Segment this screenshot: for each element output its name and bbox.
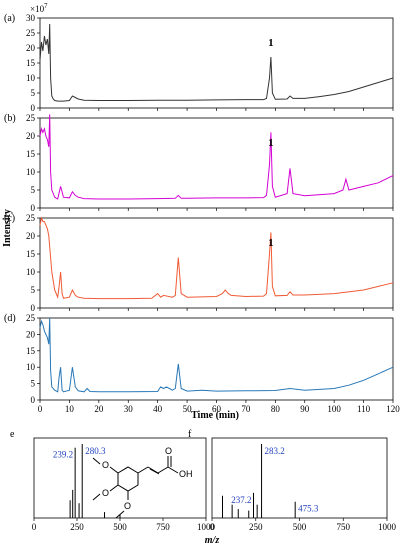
panel-label-a: (a): [4, 13, 15, 24]
y-tick-label: 15: [26, 149, 36, 159]
ms-panel-e: 0 250 500 750 1000 e 239.2 280.3: [10, 429, 216, 532]
y-exponent-label: ×10: [30, 4, 45, 14]
mz-annotation: 475.3: [298, 504, 319, 514]
x-tick-label: 40: [153, 404, 163, 414]
chemical-structure: O OH O O O: [92, 446, 193, 519]
x-axis-title-mz: m/z: [205, 535, 220, 546]
y-tick-label: 15: [26, 249, 36, 259]
y-tick-label: 5: [31, 285, 36, 295]
plot-frame: [39, 217, 394, 309]
benzene-ring: [117, 466, 139, 492]
y-tick-label: 20: [26, 43, 36, 53]
chromatogram-trace-b: [39, 114, 394, 200]
panel-label-d: (d): [4, 313, 16, 324]
x-tick-label: 1000: [197, 522, 216, 532]
chromatogram-a: 0 5 10 15 20 25 30 (a) ×10 7 1: [4, 2, 394, 113]
y-tick-label: 15: [26, 346, 36, 356]
x-tick-label: 0: [210, 522, 215, 532]
x-tick-label: 250: [70, 522, 84, 532]
hydroxyl-oh-label: OH: [179, 469, 193, 479]
mz-annotation: 237.2: [231, 495, 251, 505]
x-tick-label: 90: [300, 404, 310, 414]
x-tick-label: 100: [327, 404, 341, 414]
x-tick-label: 0: [32, 522, 37, 532]
chromatogram-c: 0 5 10 15 20 25 (c) 1: [4, 213, 394, 313]
mz-annotation: 239.2: [53, 450, 73, 460]
y-tick-label: 20: [26, 231, 36, 241]
y-tick-label: 5: [31, 185, 36, 195]
y-tick-label: 0: [31, 103, 36, 113]
y-tick-label: 25: [26, 28, 36, 38]
chromatogram-d: 0 5 10 15 20 25 0 10 20 30 40 50 60 70 80 90 100 110 120 (d…: [4, 313, 400, 414]
chromatogram-b: 0 5 10 15 20 25 (b) 1: [4, 113, 394, 213]
y-tick-label: 10: [26, 167, 36, 177]
mz-annotation: 283.2: [265, 446, 285, 456]
x-tick-label: 80: [271, 404, 281, 414]
y-tick-label: 25: [26, 113, 36, 123]
plot-frame: [39, 117, 394, 209]
x-tick-label: 30: [124, 404, 134, 414]
y-tick-label: 10: [26, 73, 36, 83]
ms-panel-f: 0 250 500 750 1000 f 283.2 237.2 475.3: [188, 429, 397, 532]
y-tick-label: 0: [31, 203, 36, 213]
y-tick-label: 5: [31, 88, 36, 98]
x-tick-label: 10: [65, 404, 75, 414]
y-exponent-power: 7: [44, 2, 48, 10]
peak-label-1: 1: [268, 237, 274, 249]
panel-label-c: (c): [4, 213, 15, 224]
peak-label-1: 1: [268, 137, 274, 149]
y-tick-label: 15: [26, 58, 36, 68]
y-tick-label: 10: [26, 267, 36, 277]
plot-frame: [39, 17, 394, 109]
plot-frame: [39, 317, 394, 401]
methoxy-o-bottom: O: [124, 501, 131, 511]
y-tick-label: 20: [26, 131, 36, 141]
methoxy-o-mid: O: [102, 488, 109, 498]
panel-label-e: e: [10, 429, 15, 440]
mz-annotation: 280.3: [85, 446, 106, 456]
chromatogram-trace-a: [39, 23, 394, 102]
x-tick-label: 0: [38, 404, 43, 414]
x-tick-label: 120: [386, 404, 400, 414]
y-tick-label: 0: [31, 303, 36, 313]
chromatogram-trace-d: [39, 317, 394, 393]
x-tick-label: 500: [113, 522, 127, 532]
x-tick-label: 20: [94, 404, 104, 414]
panel-label-b: (b): [4, 113, 16, 124]
y-axis-title: Intensity: [2, 209, 13, 247]
y-tick-label: 25: [26, 213, 36, 223]
panel-label-f: f: [188, 429, 192, 440]
carbonyl-o-label: O: [165, 446, 172, 456]
x-tick-label: 110: [357, 404, 371, 414]
peak-label-1: 1: [268, 37, 274, 49]
x-axis-title-time: Time (min): [191, 410, 239, 421]
x-tick-label: 250: [249, 522, 263, 532]
x-tick-label: 70: [241, 404, 251, 414]
methoxy-o-top: O: [102, 460, 109, 470]
y-tick-label: 20: [26, 329, 36, 339]
x-tick-label: 60: [212, 404, 222, 414]
x-tick-label: 750: [156, 522, 170, 532]
y-tick-label: 10: [26, 362, 36, 372]
y-tick-label: 30: [26, 13, 36, 23]
chromatogram-trace-c: [39, 216, 394, 300]
y-tick-label: 0: [31, 395, 36, 405]
x-tick-label: 1000: [378, 522, 397, 532]
y-tick-label: 25: [26, 313, 36, 323]
x-tick-label: 750: [337, 522, 351, 532]
x-tick-label: 50: [183, 404, 193, 414]
y-tick-label: 5: [31, 379, 36, 389]
x-tick-label: 500: [293, 522, 307, 532]
